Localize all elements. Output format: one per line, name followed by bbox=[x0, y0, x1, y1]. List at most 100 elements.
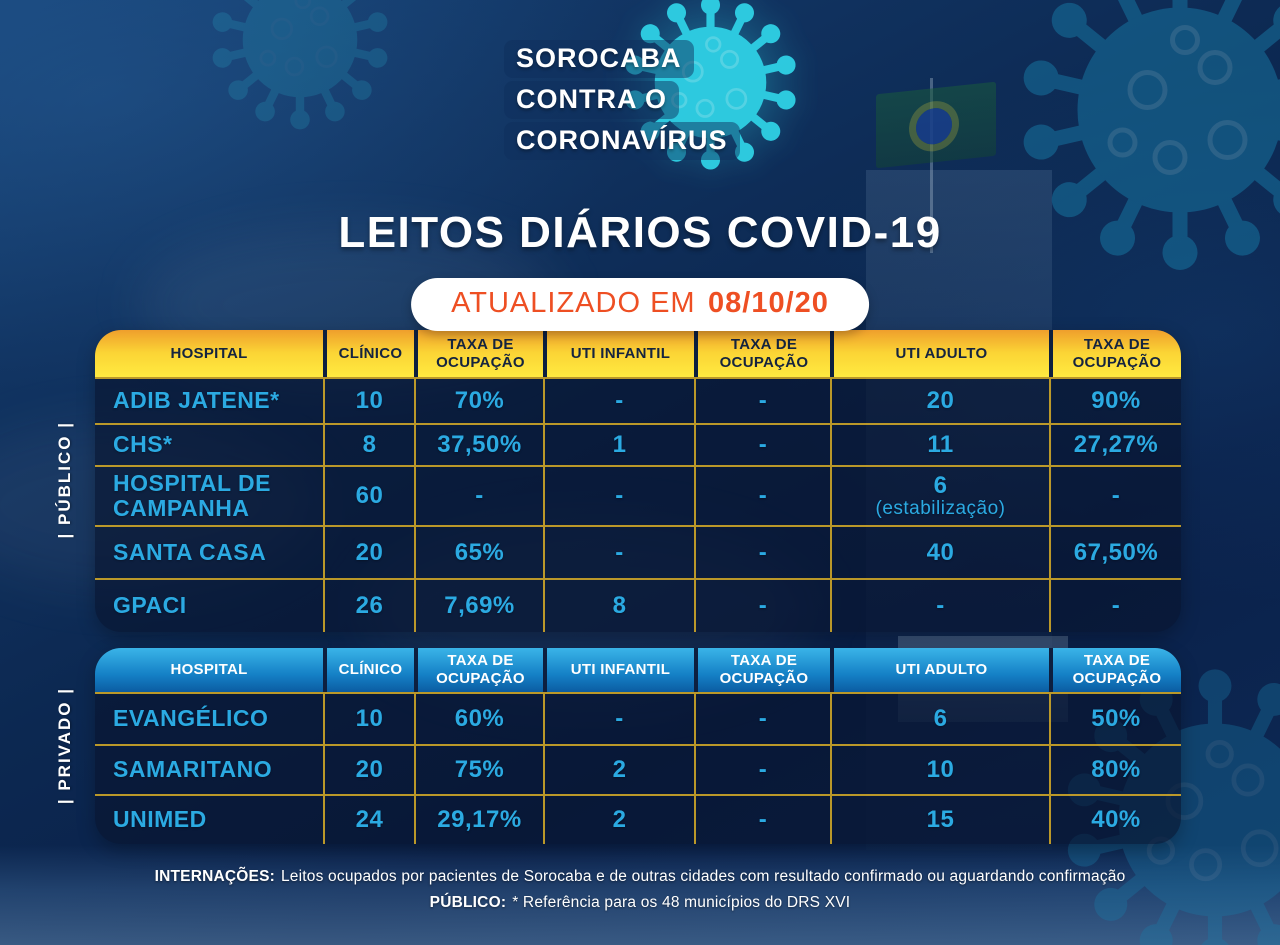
footer-line-internacoes: INTERNAÇÕES: Leitos ocupados por paciente… bbox=[0, 868, 1280, 886]
cell-hospital: ADIB JATENE* bbox=[113, 387, 280, 414]
col-header-taxa-2: TAXA DE OCUPAÇÃO bbox=[694, 648, 830, 692]
cell-hospital: UNIMED bbox=[113, 806, 207, 833]
cell-taxa-2: - bbox=[694, 527, 830, 578]
private-side-label: | PRIVADO | bbox=[55, 687, 74, 805]
table-row: EVANGÉLICO 10 60% - - 6 50% bbox=[95, 694, 1181, 744]
cell-hospital: EVANGÉLICO bbox=[113, 705, 269, 732]
cell-taxa-2: - bbox=[694, 467, 830, 525]
campaign-logo: SOROCABA CONTRA O CORONAVÍRUS bbox=[504, 40, 740, 163]
cell-clinico: 20 bbox=[323, 527, 414, 578]
footer-line-publico: PÚBLICO: * Referência para os 48 municípi… bbox=[0, 894, 1280, 912]
cell-uti-infantil: - bbox=[543, 379, 694, 423]
footer-notes: INTERNAÇÕES: Leitos ocupados por paciente… bbox=[0, 868, 1280, 920]
updated-badge: ATUALIZADO EM 08/10/20 bbox=[411, 278, 869, 331]
cell-uti-adulto: 6 (estabilização) bbox=[830, 467, 1049, 525]
cell-uti-adulto: 15 bbox=[830, 796, 1049, 844]
cell-hospital: GPACI bbox=[113, 592, 187, 619]
cell-uti-adulto: 6 bbox=[830, 694, 1049, 744]
cell-uti-adulto: 11 bbox=[830, 425, 1049, 465]
table-row: SANTA CASA 20 65% - - 40 67,50% bbox=[95, 525, 1181, 578]
col-header-taxa-1: TAXA DE OCUPAÇÃO bbox=[414, 330, 543, 377]
private-table-header: HOSPITAL CLÍNICO TAXA DE OCUPAÇÃO UTI IN… bbox=[95, 648, 1181, 692]
cell-hospital: SANTA CASA bbox=[113, 538, 267, 565]
cell-taxa-1: 37,50% bbox=[414, 425, 543, 465]
public-side-label: | PÚBLICO | bbox=[55, 421, 74, 539]
cell-clinico: 10 bbox=[323, 379, 414, 423]
cell-clinico: 60 bbox=[323, 467, 414, 525]
cell-taxa-1: 65% bbox=[414, 527, 543, 578]
cell-taxa-3: 50% bbox=[1049, 694, 1181, 744]
cell-note: (estabilização) bbox=[875, 497, 1006, 519]
footer-text: Leitos ocupados por pacientes de Sorocab… bbox=[280, 868, 1126, 885]
cell-taxa-1: 70% bbox=[414, 379, 543, 423]
cell-value: 6 bbox=[933, 472, 948, 500]
cell-taxa-1: 29,17% bbox=[414, 796, 543, 844]
cell-uti-infantil: - bbox=[543, 527, 694, 578]
col-header-hospital: HOSPITAL bbox=[95, 330, 323, 377]
cell-taxa-2: - bbox=[694, 746, 830, 794]
col-header-taxa-3: TAXA DE OCUPAÇÃO bbox=[1049, 330, 1181, 377]
cell-taxa-1: 75% bbox=[414, 746, 543, 794]
cell-uti-infantil: 2 bbox=[543, 746, 694, 794]
cell-uti-adulto: 40 bbox=[830, 527, 1049, 578]
table-row: HOSPITAL DE CAMPANHA 60 - - - 6 (estabil… bbox=[95, 465, 1181, 525]
public-table-header: HOSPITAL CLÍNICO TAXA DE OCUPAÇÃO UTI IN… bbox=[95, 330, 1181, 377]
cell-taxa-2: - bbox=[694, 796, 830, 844]
cell-taxa-3: 40% bbox=[1049, 796, 1181, 844]
updated-label: ATUALIZADO EM bbox=[451, 287, 696, 319]
private-beds-table: HOSPITAL CLÍNICO TAXA DE OCUPAÇÃO UTI IN… bbox=[95, 648, 1181, 844]
col-header-uti-adulto: UTI ADULTO bbox=[830, 330, 1049, 377]
logo-line-3: CORONAVÍRUS bbox=[504, 122, 740, 160]
cell-clinico: 26 bbox=[323, 580, 414, 632]
cell-taxa-2: - bbox=[694, 379, 830, 423]
cell-uti-infantil: - bbox=[543, 694, 694, 744]
cell-taxa-1: - bbox=[414, 467, 543, 525]
cell-clinico: 24 bbox=[323, 796, 414, 844]
footer-text: * Referência para os 48 municípios do DR… bbox=[512, 894, 851, 911]
table-row: ADIB JATENE* 10 70% - - 20 90% bbox=[95, 379, 1181, 423]
flagpole bbox=[930, 78, 933, 253]
cell-taxa-3: - bbox=[1049, 580, 1181, 632]
col-header-taxa-2: TAXA DE OCUPAÇÃO bbox=[694, 330, 830, 377]
col-header-clinico: CLÍNICO bbox=[323, 648, 414, 692]
cell-clinico: 8 bbox=[323, 425, 414, 465]
cell-hospital: SAMARITANO bbox=[113, 756, 273, 783]
col-header-uti-infantil: UTI INFANTIL bbox=[543, 330, 694, 377]
col-header-uti-infantil: UTI INFANTIL bbox=[543, 648, 694, 692]
cell-uti-adulto: 10 bbox=[830, 746, 1049, 794]
cell-uti-infantil: 2 bbox=[543, 796, 694, 844]
cell-taxa-3: 27,27% bbox=[1049, 425, 1181, 465]
cell-taxa-3: 90% bbox=[1049, 379, 1181, 423]
brazil-flag bbox=[876, 81, 996, 169]
footer-label: INTERNAÇÕES: bbox=[154, 868, 275, 885]
flag-disc bbox=[916, 106, 952, 147]
col-header-clinico: CLÍNICO bbox=[323, 330, 414, 377]
updated-date: 08/10/20 bbox=[708, 287, 829, 319]
cell-taxa-3: - bbox=[1049, 467, 1181, 525]
cell-uti-adulto: - bbox=[830, 580, 1049, 632]
cell-taxa-2: - bbox=[694, 694, 830, 744]
table-row: UNIMED 24 29,17% 2 - 15 40% bbox=[95, 794, 1181, 844]
col-header-uti-adulto: UTI ADULTO bbox=[830, 648, 1049, 692]
page-title: LEITOS DIÁRIOS COVID-19 bbox=[338, 208, 942, 257]
cell-taxa-1: 7,69% bbox=[414, 580, 543, 632]
col-header-hospital: HOSPITAL bbox=[95, 648, 323, 692]
cell-taxa-3: 67,50% bbox=[1049, 527, 1181, 578]
coronavirus-icon bbox=[210, 0, 390, 130]
private-table-body: EVANGÉLICO 10 60% - - 6 50% SAMARITANO 2… bbox=[95, 692, 1181, 844]
cell-uti-infantil: - bbox=[543, 467, 694, 525]
cell-taxa-2: - bbox=[694, 580, 830, 632]
logo-line-1: SOROCABA bbox=[504, 40, 694, 78]
table-row: CHS* 8 37,50% 1 - 11 27,27% bbox=[95, 423, 1181, 465]
cell-uti-adulto: 20 bbox=[830, 379, 1049, 423]
cell-clinico: 10 bbox=[323, 694, 414, 744]
table-row: SAMARITANO 20 75% 2 - 10 80% bbox=[95, 744, 1181, 794]
cell-clinico: 20 bbox=[323, 746, 414, 794]
cell-taxa-3: 80% bbox=[1049, 746, 1181, 794]
public-table-body: ADIB JATENE* 10 70% - - 20 90% CHS* 8 37… bbox=[95, 377, 1181, 632]
logo-line-2: CONTRA O bbox=[504, 81, 679, 119]
cell-hospital: CHS* bbox=[113, 431, 173, 458]
public-beds-table: HOSPITAL CLÍNICO TAXA DE OCUPAÇÃO UTI IN… bbox=[95, 330, 1181, 632]
table-row: GPACI 26 7,69% 8 - - - bbox=[95, 578, 1181, 632]
